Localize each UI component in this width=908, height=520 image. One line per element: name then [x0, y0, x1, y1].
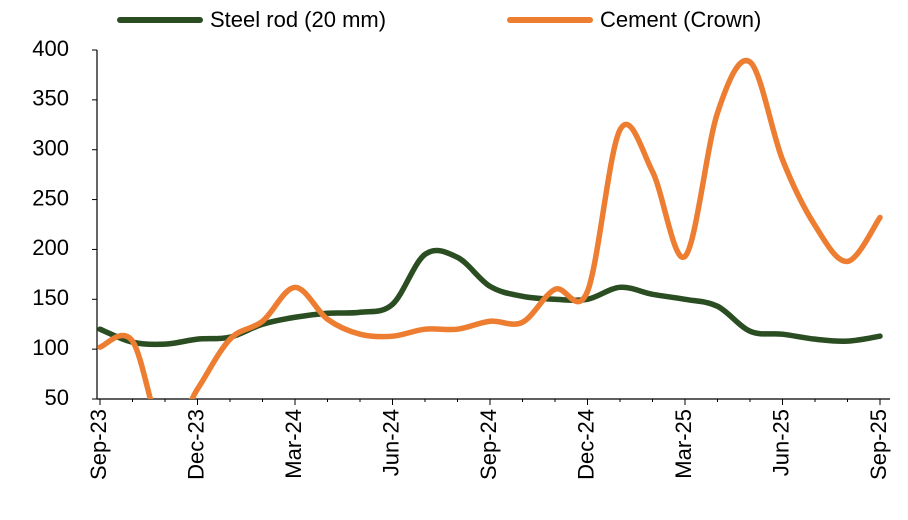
x-tick-label: Sep-24: [476, 409, 501, 480]
x-tick-label: Jun-25: [768, 409, 793, 476]
y-tick-label: 250: [32, 185, 69, 210]
y-tick-label: 400: [32, 36, 69, 61]
legend-label: Steel rod (20 mm): [210, 7, 386, 32]
plot-area: [97, 57, 883, 399]
y-tick-label: 300: [32, 136, 69, 161]
series-line: [97, 57, 883, 399]
x-tick-label: Sep-25: [866, 409, 891, 480]
y-tick-label: 150: [32, 285, 69, 310]
x-tick-label: Dec-24: [573, 409, 598, 480]
x-tick-label: Sep-23: [86, 409, 111, 480]
series-line: [97, 247, 883, 348]
x-tick-label: Mar-25: [671, 409, 696, 479]
x-tick-label: Dec-23: [183, 409, 208, 480]
y-tick-label: 200: [32, 235, 69, 260]
y-tick-label: 350: [32, 86, 69, 111]
x-tick-label: Mar-24: [281, 409, 306, 479]
y-tick-label: 100: [32, 335, 69, 360]
legend-label: Cement (Crown): [600, 7, 761, 32]
x-tick-label: Jun-24: [378, 409, 403, 476]
y-tick-label: 50: [45, 385, 69, 410]
